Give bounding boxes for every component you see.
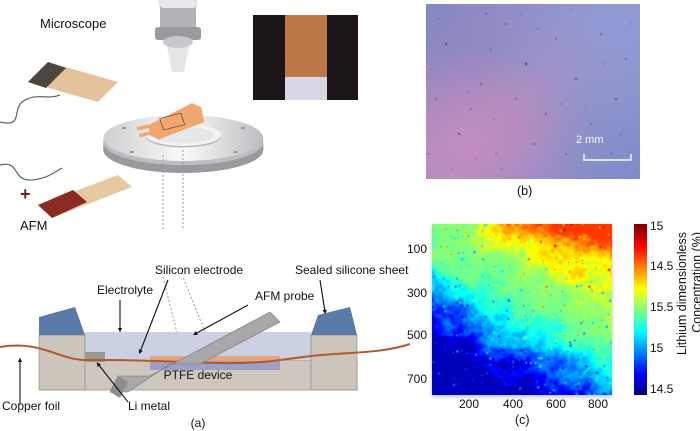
svg-text:+: + xyxy=(20,184,31,204)
svg-text:Copper foil: Copper foil xyxy=(2,399,60,413)
svg-text:(a): (a) xyxy=(191,416,206,430)
svg-text:Silicon electrode: Silicon electrode xyxy=(155,263,243,277)
svg-text:Sealed silicone sheet: Sealed silicone sheet xyxy=(295,263,409,277)
svg-text:Electrolyte: Electrolyte xyxy=(97,283,153,297)
svg-text:AFM probe: AFM probe xyxy=(255,289,315,303)
svg-text:PTFE device: PTFE device xyxy=(164,368,233,382)
svg-text:Li metal: Li metal xyxy=(128,399,170,413)
